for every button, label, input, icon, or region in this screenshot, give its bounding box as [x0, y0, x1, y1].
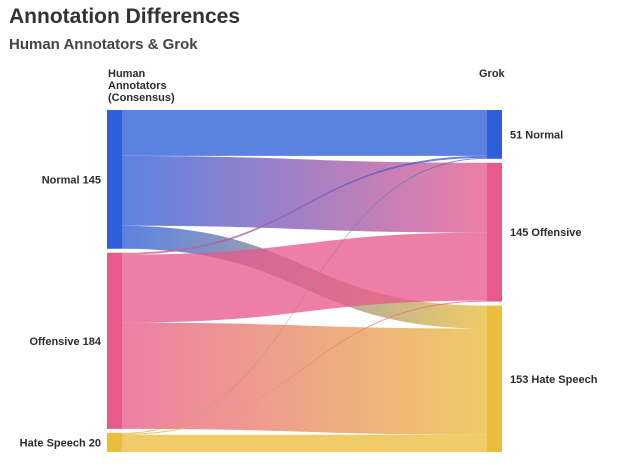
- left-node-offensive[interactable]: [107, 252, 122, 429]
- flow-normal-to-normal[interactable]: [122, 110, 487, 156]
- right-label-offensive: 145 Offensive: [510, 227, 582, 239]
- flow-hate-to-offensive[interactable]: [122, 300, 487, 435]
- flow-offensive-to-normal[interactable]: [122, 155, 487, 255]
- left-header-line: Annotators: [108, 80, 167, 92]
- sankey-links: [122, 110, 487, 452]
- right-label-normal: 51 Normal: [510, 129, 563, 141]
- right-node-offensive[interactable]: [487, 162, 502, 302]
- flow-normal-to-offensive[interactable]: [122, 155, 487, 233]
- flow-offensive-to-offensive[interactable]: [122, 232, 487, 323]
- chart-subtitle: Human Annotators & Grok: [9, 36, 198, 53]
- flow-offensive-to-hate[interactable]: [122, 322, 487, 435]
- sankey-nodes: [107, 110, 502, 452]
- right-label-hate: 153 Hate Speech: [510, 374, 598, 386]
- sankey-labels: Normal 145 Offensive 184 Hate Speech 20 51 …: [20, 129, 598, 449]
- right-column-header: Grok: [479, 68, 505, 80]
- flow-hate-to-normal[interactable]: [122, 157, 487, 434]
- flow-hate-to-hate[interactable]: [122, 434, 487, 452]
- left-label-offensive: Offensive 184: [29, 336, 101, 348]
- chart-title: Annotation Differences: [9, 5, 241, 28]
- left-label-normal: Normal 145: [42, 174, 101, 186]
- left-node-normal[interactable]: [107, 110, 122, 249]
- left-node-hate[interactable]: [107, 432, 122, 452]
- left-column-header: Human Annotators (Consensus): [108, 68, 198, 104]
- left-header-line: (Consensus): [108, 92, 175, 104]
- right-node-normal[interactable]: [487, 110, 502, 159]
- left-label-hate: Hate Speech 20: [20, 437, 101, 449]
- right-node-hate[interactable]: [487, 305, 502, 452]
- left-header-line: Human: [108, 68, 146, 80]
